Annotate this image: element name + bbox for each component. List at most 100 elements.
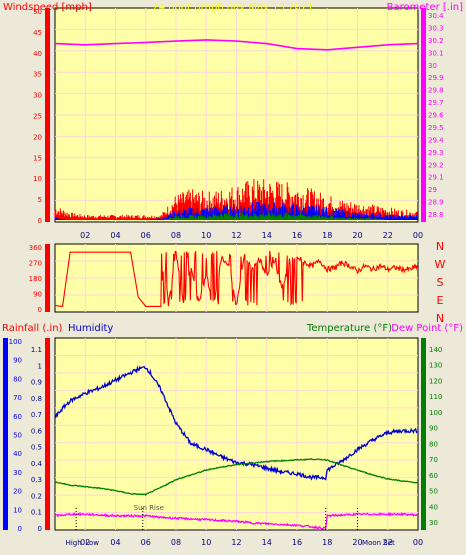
x-tick-label: 02 — [80, 231, 90, 240]
humidity-tick-label: 30 — [13, 469, 22, 477]
rain-axis-strip — [45, 338, 50, 530]
graph-title: 24 hour graph day May 13 2021 — [152, 2, 313, 13]
grid-temperature — [55, 338, 418, 530]
humidity-tick-label: 20 — [13, 488, 22, 496]
temp-tick-label: 50 — [429, 488, 438, 496]
compass-label: S — [437, 276, 444, 289]
rain-tick-label: 0.6 — [31, 427, 43, 435]
baro-tick-label: 29.4 — [428, 136, 444, 144]
humidity-tick-label: 80 — [13, 375, 22, 383]
wind-tick-label: 15 — [33, 154, 42, 162]
x-tick-label: 14 — [262, 538, 272, 547]
baro-tick-label: 29.3 — [428, 149, 444, 157]
x-tick-label: 22 — [383, 231, 393, 240]
rain-tick-label: 1 — [38, 362, 42, 370]
x-tick-label: 04 — [110, 538, 120, 547]
temp-tick-label: 70 — [429, 456, 438, 464]
humidity-tick-label: 90 — [13, 357, 22, 365]
humidity-tick-label: 60 — [13, 413, 22, 421]
direction-tick-label: 270 — [29, 260, 42, 268]
baro-tick-label: 29.9 — [428, 74, 444, 82]
humidity-tick-label: 10 — [13, 506, 22, 514]
rain-tick-label: 0.4 — [31, 460, 43, 468]
wind-tick-label: 45 — [33, 29, 42, 37]
temp-tick-label: 130 — [429, 362, 442, 370]
direction-tick-label: 360 — [29, 244, 42, 252]
x-tick-label: 16 — [292, 231, 302, 240]
baro-axis-title: Barometer [.in] — [387, 2, 463, 13]
x-tick-label: 18 — [322, 538, 332, 547]
x-tick-label: 06 — [141, 231, 151, 240]
temp-tick-label: 90 — [429, 425, 438, 433]
x-tick-label: 02 — [80, 538, 90, 547]
wind-tick-label: 0 — [38, 217, 42, 225]
baro-tick-label: 28.9 — [428, 199, 444, 207]
x-tick-label: 04 — [110, 231, 120, 240]
temp-tick-label: 30 — [429, 519, 438, 527]
humidity-line — [54, 365, 418, 481]
humidity-axis-title: Humidity — [68, 323, 113, 334]
dewpoint-line — [54, 511, 418, 531]
temp-tick-label: 100 — [429, 409, 442, 417]
humidity-tick-label: 40 — [13, 450, 22, 458]
temp-tick-label: 120 — [429, 377, 442, 385]
humidity-axis-strip — [3, 338, 8, 530]
wind-axis-title: Windspeed [mph] — [3, 2, 92, 13]
wind-tick-label: 5 — [38, 196, 42, 204]
rain-axis-title: Rainfall (.in) — [2, 323, 63, 334]
rain-tick-label: 0.7 — [31, 411, 42, 419]
x-tick-label: 12 — [231, 231, 241, 240]
baro-tick-label: 29.5 — [428, 124, 444, 132]
x-tick-label: 14 — [262, 231, 272, 240]
wind-tick-label: 25 — [33, 113, 42, 121]
grid-direction — [55, 244, 418, 312]
wind-tick-label: 35 — [33, 71, 42, 79]
compass-label: E — [437, 294, 444, 307]
dewpoint-axis-title: Dew Point (°F) — [391, 323, 463, 334]
baro-tick-label: 29.7 — [428, 99, 444, 107]
temp-axis-strip — [421, 338, 426, 530]
direction-tick-label: 180 — [29, 275, 42, 283]
temp-tick-label: 110 — [429, 393, 442, 401]
moonset-label: Moon Set — [362, 539, 395, 547]
rain-tick-label: 0.9 — [31, 379, 42, 387]
rain-tick-label: 0.8 — [31, 395, 42, 403]
baro-tick-label: 30 — [428, 62, 437, 70]
temperature-line — [54, 457, 418, 497]
x-tick-label: 20 — [352, 231, 362, 240]
temp-tick-label: 60 — [429, 472, 438, 480]
temp-tick-label: 80 — [429, 440, 438, 448]
rain-tick-label: 0.2 — [31, 492, 42, 500]
x-tick-label: 00 — [413, 538, 423, 547]
wind-tick-label: 50 — [33, 8, 42, 16]
rain-tick-label: 0.3 — [31, 476, 42, 484]
direction-tick-label: 90 — [33, 291, 42, 299]
baro-tick-label: 30.4 — [428, 12, 444, 20]
rain-tick-label: 0.5 — [31, 444, 42, 452]
temp-tick-label: 40 — [429, 503, 438, 511]
wind-tick-label: 10 — [33, 175, 42, 183]
wind-tick-label: 30 — [33, 92, 42, 100]
wind-series-low — [161, 212, 388, 220]
x-tick-label: 20 — [352, 538, 362, 547]
wind-axis-strip — [45, 8, 50, 222]
x-tick-label: 22 — [383, 538, 393, 547]
baro-tick-label: 30.2 — [428, 37, 444, 45]
humidity-tick-label: 50 — [13, 432, 22, 440]
x-tick-label: 08 — [171, 231, 181, 240]
baro-tick-label: 29.8 — [428, 87, 444, 95]
baro-axis-strip — [421, 8, 426, 222]
baro-tick-label: 29.1 — [428, 174, 444, 182]
direction-axis-strip — [45, 244, 50, 312]
baro-tick-label: 30.3 — [428, 24, 444, 32]
x-tick-label: 10 — [201, 538, 211, 547]
wind-tick-label: 20 — [33, 133, 42, 141]
humidity-tick-label: 0 — [18, 525, 22, 533]
wind-bars — [161, 212, 388, 220]
temp-tick-label: 140 — [429, 346, 442, 354]
baro-tick-label: 29.6 — [428, 112, 444, 120]
direction-tick-label: 0 — [38, 306, 42, 314]
direction-line — [55, 250, 418, 308]
rain-tick-label: 0 — [38, 525, 42, 533]
